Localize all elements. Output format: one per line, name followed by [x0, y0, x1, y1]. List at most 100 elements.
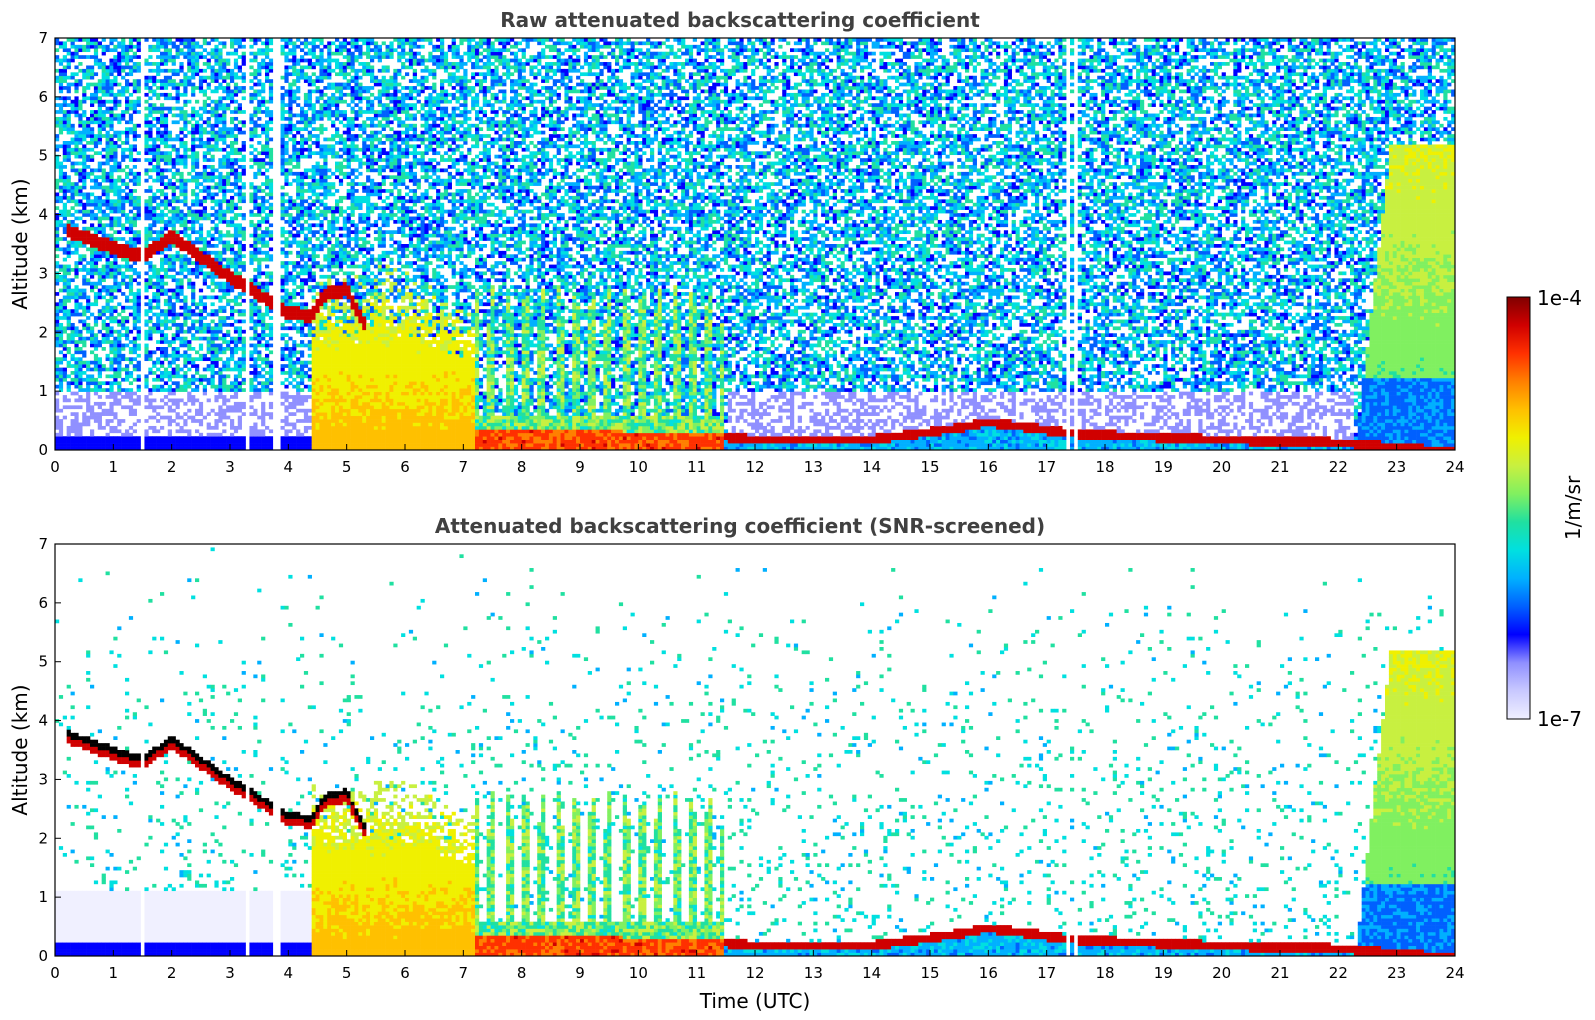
heatmap-cell: [191, 58, 196, 63]
heatmap-cell: [113, 439, 118, 444]
heatmap-cell: [125, 443, 130, 447]
heatmap-cell: [226, 343, 231, 348]
heatmap-cell: [171, 309, 176, 313]
heatmap-cell: [55, 432, 60, 437]
heatmap-cell: [55, 312, 60, 317]
heatmap-cell: [125, 388, 130, 392]
heatmap-cell: [288, 446, 293, 450]
heatmap-cell: [160, 340, 165, 344]
heatmap-cell: [198, 319, 204, 324]
heatmap-cell: [109, 364, 114, 368]
heatmap-cell: [93, 240, 99, 245]
heatmap-cell: [237, 333, 242, 337]
heatmap-cell: [105, 92, 110, 97]
heatmap-cell: [311, 51, 316, 56]
heatmap-cell: [144, 261, 149, 265]
heatmap-cell: [202, 309, 207, 313]
heatmap-cell: [93, 116, 99, 121]
heatmap-cell: [90, 302, 95, 307]
heatmap-cell: [136, 89, 141, 94]
heatmap-cell: [214, 144, 219, 149]
heatmap-cell: [249, 343, 254, 348]
heatmap-cell: [296, 254, 301, 259]
heatmap-cell: [136, 388, 141, 392]
heatmap-cell: [179, 264, 184, 269]
heatmap-cell: [253, 288, 258, 293]
heatmap-cell: [97, 195, 102, 200]
heatmap-cell: [241, 192, 246, 197]
heatmap-cell: [105, 274, 110, 279]
heatmap-cell: [311, 106, 316, 111]
heatmap-cell: [265, 230, 270, 234]
heatmap-cell: [296, 429, 301, 434]
heatmap-cell: [167, 353, 172, 358]
heatmap-cell: [183, 192, 188, 197]
heatmap-cell: [253, 443, 258, 447]
heatmap-cell: [160, 237, 165, 241]
heatmap-cell: [202, 165, 207, 169]
heatmap-cell: [105, 158, 110, 162]
heatmap-cell: [311, 127, 316, 131]
heatmap-cell: [222, 219, 227, 224]
heatmap-cell: [90, 44, 95, 49]
heatmap-cell: [257, 165, 262, 169]
heatmap-cell: [179, 175, 184, 180]
heatmap-cell: [202, 257, 207, 262]
heatmap-cell: [109, 316, 114, 320]
heatmap-cell: [93, 141, 99, 145]
heatmap-cell: [136, 360, 141, 365]
heatmap-cell: [303, 213, 309, 217]
heatmap-cell: [128, 268, 134, 272]
heatmap-cell: [206, 381, 211, 386]
heatmap-cell: [74, 44, 79, 49]
heatmap-cell: [268, 274, 274, 279]
heatmap-cell: [230, 223, 235, 228]
heatmap-cell: [136, 295, 141, 300]
heatmap-cell: [125, 436, 130, 440]
heatmap-cell: [257, 381, 262, 386]
heatmap-cell: [90, 178, 95, 183]
heatmap-cell: [132, 171, 137, 176]
heatmap-cell: [179, 182, 184, 186]
heatmap-cell: [226, 367, 231, 372]
heatmap-cell: [101, 189, 106, 193]
heatmap-cell: [86, 41, 91, 46]
heatmap-cell: [191, 202, 196, 207]
heatmap-cell: [268, 350, 274, 355]
heatmap-cell: [93, 120, 99, 125]
heatmap-cell: [257, 247, 262, 252]
heatmap-cell: [230, 127, 235, 131]
heatmap-cell: [171, 353, 176, 358]
heatmap-cell: [288, 371, 293, 375]
heatmap-cell: [233, 436, 239, 440]
heatmap-cell: [167, 168, 172, 173]
heatmap-cell: [303, 206, 309, 210]
heatmap-cell: [74, 38, 79, 42]
heatmap-cell: [82, 89, 87, 94]
heatmap-cell: [280, 202, 285, 207]
heatmap-cell: [167, 219, 172, 224]
heatmap-cell: [175, 213, 180, 217]
heatmap-cell: [78, 257, 83, 262]
heatmap-cell: [311, 384, 316, 389]
heatmap-cell: [183, 38, 188, 42]
heatmap-cell: [167, 302, 172, 307]
heatmap-cell: [163, 340, 169, 344]
heatmap-cell: [90, 250, 95, 255]
heatmap-cell: [156, 446, 161, 450]
heatmap-cell: [109, 79, 114, 83]
heatmap-cell: [198, 271, 204, 276]
heatmap-cell: [109, 233, 114, 238]
heatmap-cell: [148, 425, 153, 430]
heatmap-cell: [214, 357, 219, 362]
heatmap-cell: [105, 44, 110, 49]
heatmap-cell: [268, 377, 274, 382]
heatmap-cell: [156, 357, 161, 362]
heatmap-cell: [206, 398, 211, 403]
heatmap-cell: [148, 247, 153, 252]
heatmap-cell: [198, 79, 204, 83]
heatmap-cell: [237, 103, 242, 107]
heatmap-cell: [105, 250, 110, 255]
heatmap-cell: [105, 79, 110, 83]
heatmap-cell: [303, 75, 309, 80]
